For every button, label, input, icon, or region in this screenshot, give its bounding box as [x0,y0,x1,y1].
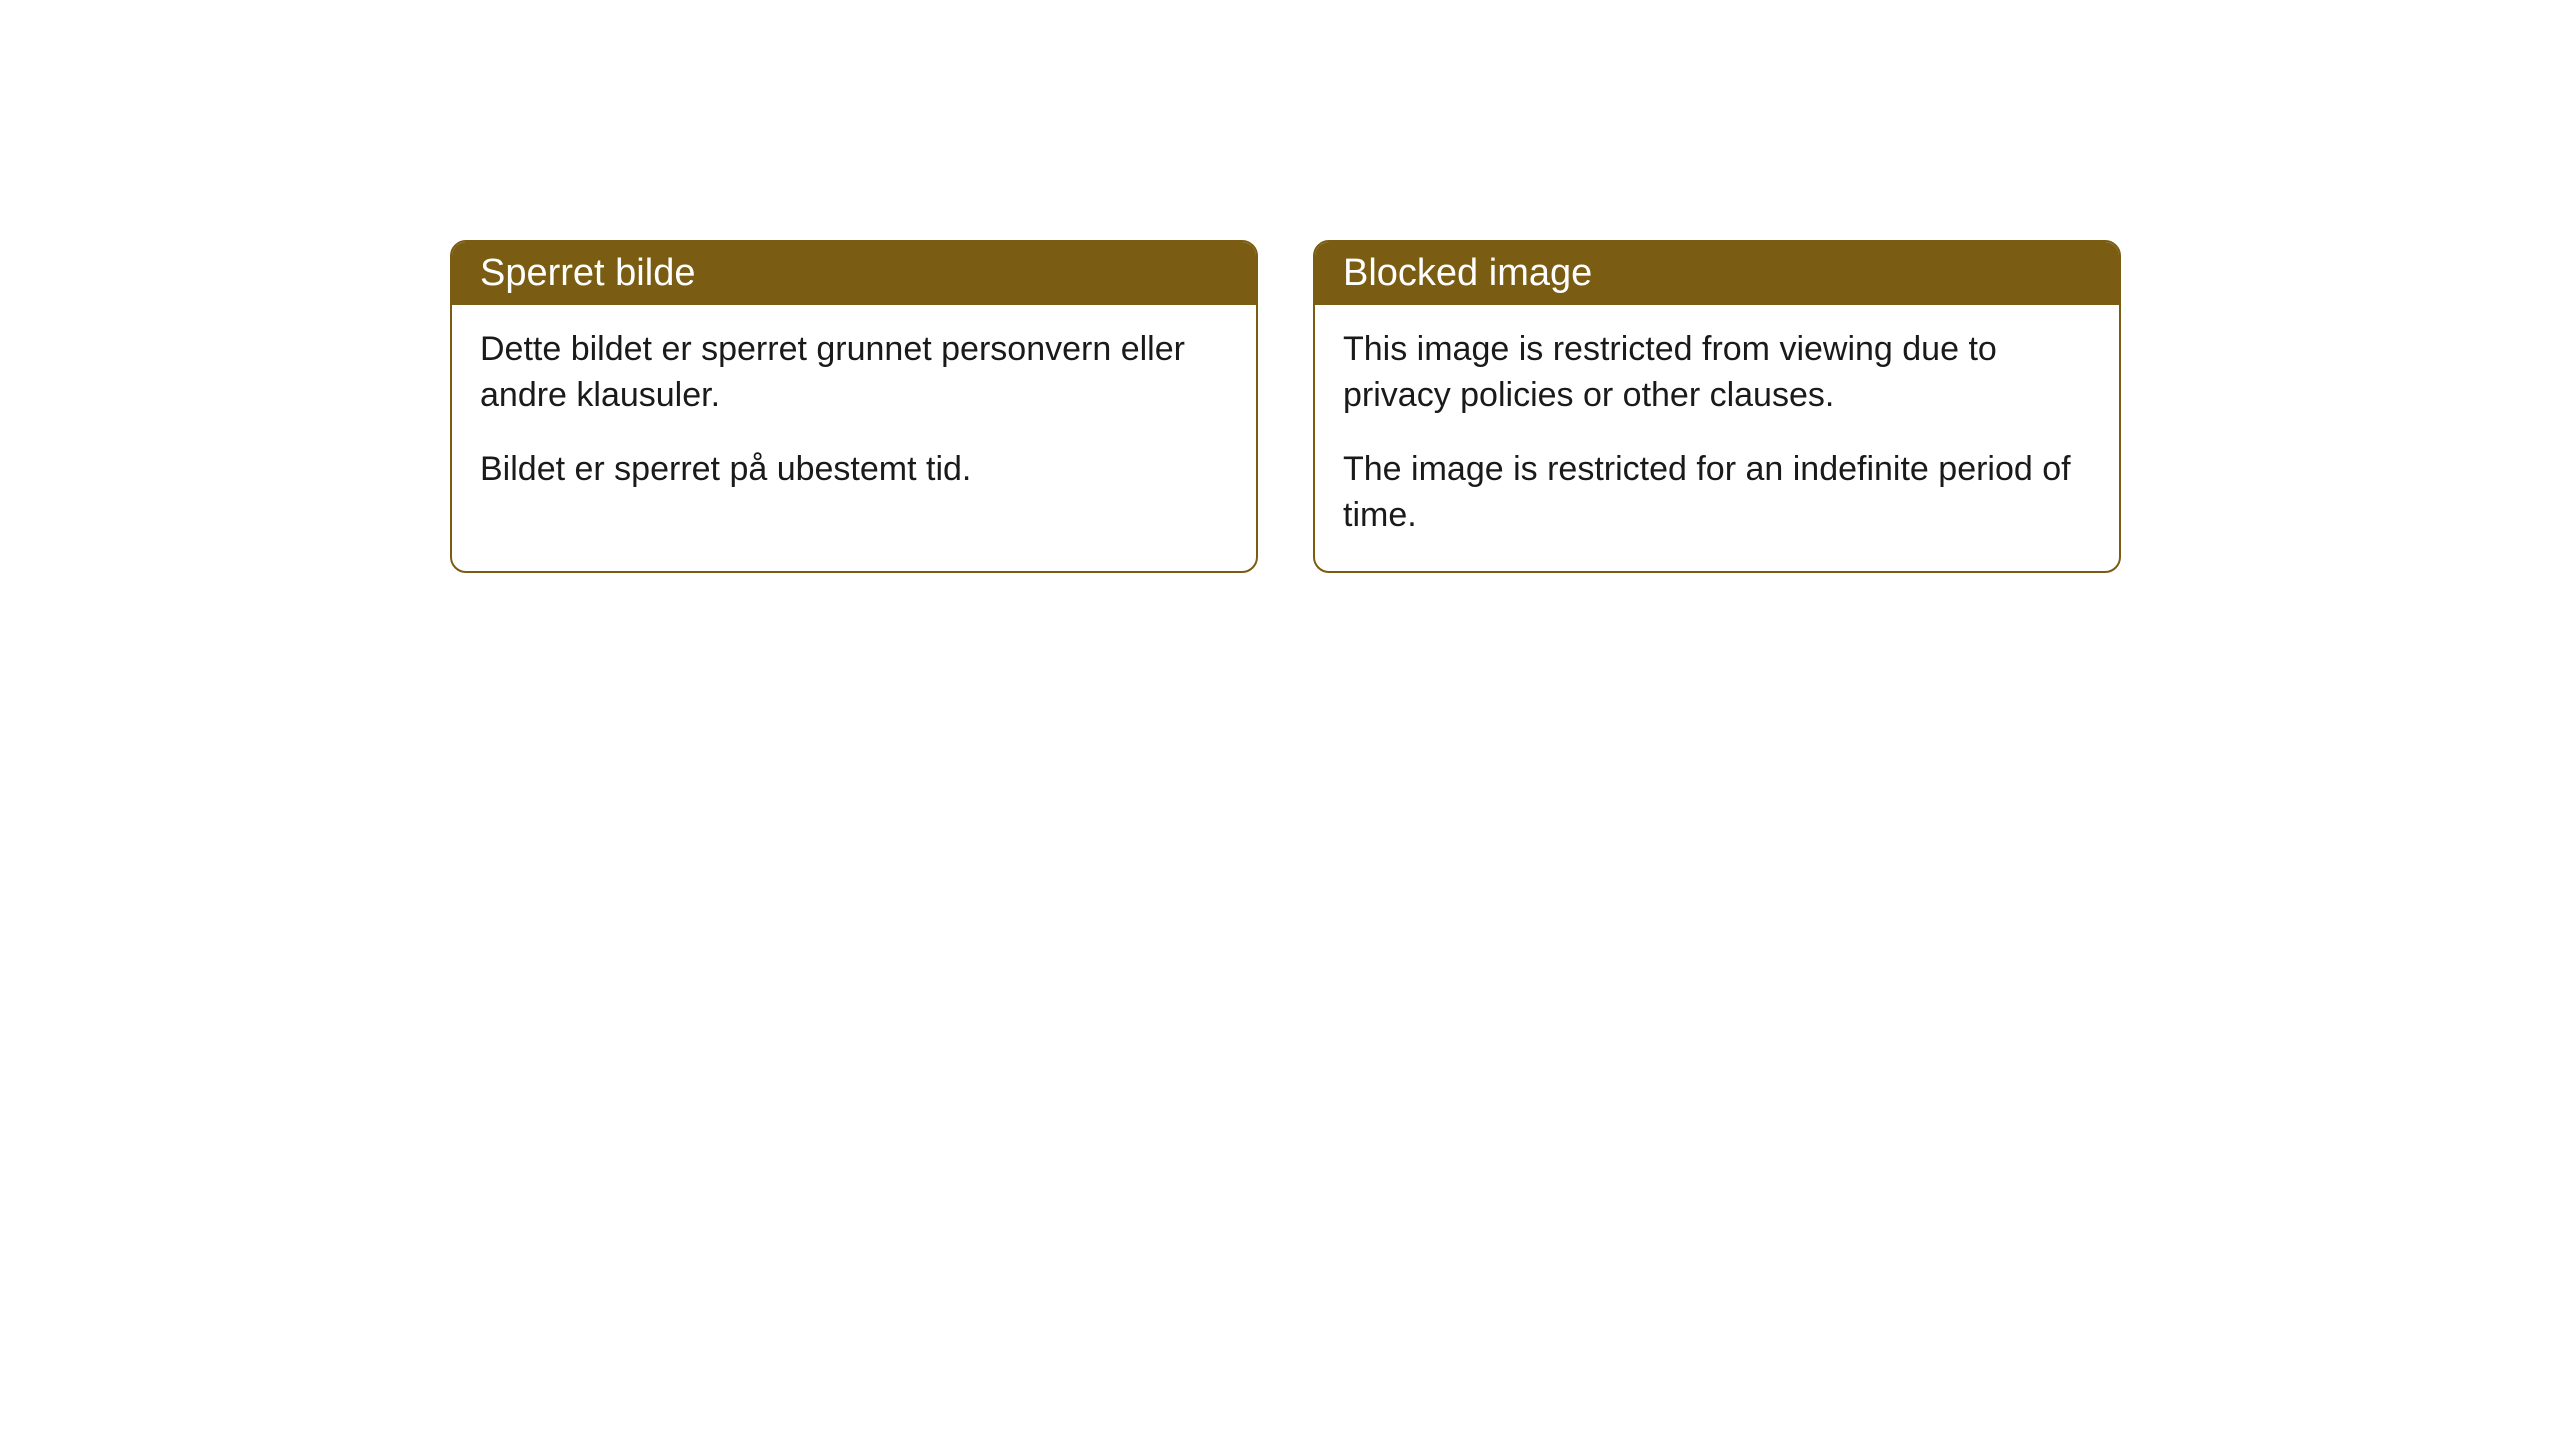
card-paragraph: Bildet er sperret på ubestemt tid. [480,447,1228,493]
card-header-norwegian: Sperret bilde [452,242,1256,305]
card-paragraph: Dette bildet er sperret grunnet personve… [480,327,1228,419]
card-header-english: Blocked image [1315,242,2119,305]
card-body-english: This image is restricted from viewing du… [1315,305,2119,571]
card-title: Sperret bilde [480,252,695,294]
blocked-image-card-english: Blocked image This image is restricted f… [1313,240,2121,573]
blocked-image-card-norwegian: Sperret bilde Dette bildet er sperret gr… [450,240,1258,573]
card-paragraph: The image is restricted for an indefinit… [1343,447,2091,539]
card-paragraph: This image is restricted from viewing du… [1343,327,2091,419]
card-title: Blocked image [1343,252,1592,294]
card-body-norwegian: Dette bildet er sperret grunnet personve… [452,305,1256,525]
blocked-image-notices: Sperret bilde Dette bildet er sperret gr… [450,240,2121,573]
